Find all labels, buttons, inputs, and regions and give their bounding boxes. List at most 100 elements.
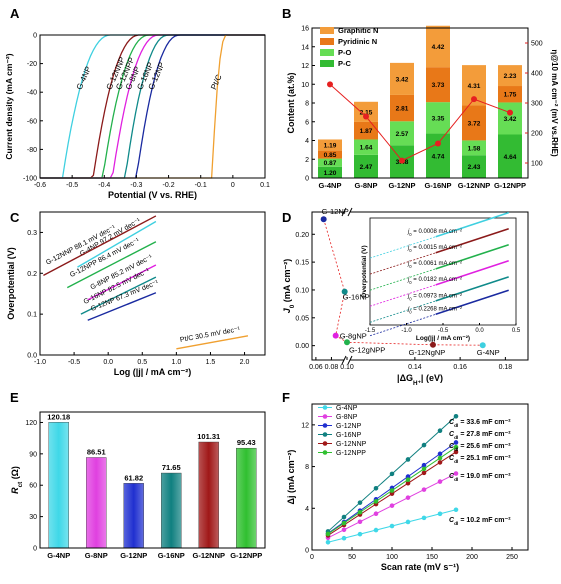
y2-tick-label: 200: [531, 131, 543, 138]
legend: G-4NP G-8NP G-12NP G-16NP G-12NNP G-12NPP: [318, 405, 367, 457]
series-line: [40, 34, 265, 179]
y-tick-label: 2: [305, 157, 309, 164]
data-point: [405, 477, 411, 483]
inset-x-tick-label: -1.5: [365, 328, 376, 334]
x-tick-label: 1.0: [171, 359, 181, 366]
x-tick-label: G-4NP: [319, 181, 342, 190]
bar-value-label: 2.23: [504, 73, 517, 80]
data-point: [421, 466, 427, 472]
bar-value-label: 71.65: [162, 463, 181, 472]
axes: -0.6 -0.5 -0.4 -0.3 -0.2 -0.1 0 0.1 -100 -80 -60 -4…: [4, 33, 270, 201]
bar-value-label: 3.35: [432, 115, 445, 122]
x-tick-label: 50: [348, 554, 356, 561]
y-tick-label: -40: [27, 90, 37, 97]
x-tick-label: 0: [310, 554, 314, 561]
y2-axis-label: η@10 mA cm⁻² (mV vs.RHE): [550, 49, 559, 157]
data-point: [341, 527, 347, 533]
bar-value-label: 3.72: [468, 120, 481, 127]
overpotential-point: [327, 81, 333, 88]
x-tick-label: 0.14: [408, 364, 422, 371]
bar-segment: [498, 102, 522, 135]
x-tick-label: -0.3: [130, 182, 142, 189]
series-line: [40, 34, 265, 179]
point-label: G-12NgNP: [409, 348, 446, 357]
x-tick-label: 1.5: [206, 359, 216, 366]
x-tick-label: G-12NP: [120, 551, 147, 560]
break-mark: [347, 207, 353, 217]
inset-tafel-line: [435, 243, 509, 270]
panel-e: E 120.18 86.51 61.82 71.65 101.31 95.43 0 30 60 90…: [10, 390, 266, 560]
legend-label: G-4NP: [336, 405, 358, 412]
inset-x-tick-label: -0.5: [438, 328, 449, 334]
legend-marker: [322, 450, 328, 455]
bar-segment: [462, 140, 486, 156]
x-tick-label: 0.5: [137, 359, 147, 366]
break-mark: [341, 355, 347, 365]
point-label: G-4NP: [477, 348, 500, 357]
y-tick-label: 16: [301, 26, 309, 33]
x-tick-label: G-16NP: [158, 551, 185, 560]
data-point: [373, 527, 379, 533]
point-label: G-12NP: [322, 207, 349, 216]
legend-label: G-12NP: [336, 423, 362, 430]
bar-value-label: 61.82: [124, 473, 143, 482]
x-axis-label: Log (|j| / mA cm⁻²): [114, 367, 191, 377]
data-point: [325, 531, 331, 537]
bar-value-label: 4.31: [468, 83, 481, 90]
legend-label: P-O: [338, 48, 352, 57]
y-tick-label: 12: [301, 422, 309, 429]
axes: 0.06 0.08 0.10 0.14 0.16 0.180.000.050.100.15…: [282, 232, 512, 387]
x-tick-label: G-12NPP: [494, 181, 526, 190]
overpotential-point: [507, 109, 513, 116]
plot-frame: [311, 403, 529, 551]
inset-j0-label: j0 = 0.0015 mA cm⁻²: [407, 245, 462, 253]
data-point: [405, 495, 411, 500]
bar-segment: [498, 65, 522, 87]
data-point: [373, 511, 379, 517]
y-tick-label: 0.10: [295, 287, 309, 294]
cdl-label: Cdl = 25.6 mF cm⁻²: [449, 443, 511, 453]
inset-tafel-line: [435, 289, 509, 316]
legend-label: G-12NNP: [336, 441, 367, 448]
bar-value-label: 1.64: [360, 145, 373, 152]
inset-extrapolation: [369, 313, 436, 337]
y-axis-label: Content (at.%): [286, 73, 296, 134]
data-point: [429, 341, 436, 348]
bar-segment: [354, 101, 378, 122]
data-point: [373, 485, 379, 491]
y2-tick-label: 100: [531, 161, 543, 168]
x-tick-label: 0.08: [325, 364, 339, 371]
point-label: G-16NP: [343, 293, 370, 302]
break-mark: [341, 207, 347, 217]
x-tick-label: G-8NP: [355, 181, 378, 190]
tafel-line: [87, 264, 157, 301]
inset-extrapolation: [369, 268, 436, 291]
inset-x-tick-label: 0.0: [475, 328, 484, 334]
x-tick-label: 2.0: [240, 359, 250, 366]
data-point: [421, 487, 427, 492]
overpotential-point: [471, 96, 477, 103]
bar-value-label: 0.85: [324, 152, 337, 159]
tafel-line: [66, 241, 157, 289]
x-tick-label: 0.16: [453, 364, 467, 371]
panel-d: D0.06 0.08 0.10 0.14 0.16 0.180.000.050.100.1…: [282, 207, 529, 387]
y2-tick-label: 300: [531, 101, 543, 108]
series-line: [40, 34, 265, 179]
data-point: [357, 531, 363, 537]
axes: 0 30 60 90 120 G-4NP G-8NP G-12NP G-16NP G-12NNP G…: [10, 420, 262, 560]
point-label: G-8gNP: [340, 332, 367, 341]
y-tick-label: 0.15: [295, 260, 309, 267]
inset-extrapolation: [369, 236, 436, 259]
inset-tafel-line: [435, 211, 509, 238]
bar: [86, 457, 107, 549]
legend-label: G-16NP: [336, 432, 362, 439]
y-tick-label: 4: [305, 506, 309, 513]
bar-segment: [498, 134, 522, 178]
x-tick-label: G-4NP: [47, 551, 70, 560]
bar-segment: [354, 154, 378, 178]
x-tick-label: G-12NNP: [192, 551, 225, 560]
x-tick-label: -1.0: [34, 359, 46, 366]
data-point: [344, 339, 350, 346]
bar-value-label: 4.42: [432, 44, 445, 51]
y-tick-label: 90: [29, 451, 37, 458]
